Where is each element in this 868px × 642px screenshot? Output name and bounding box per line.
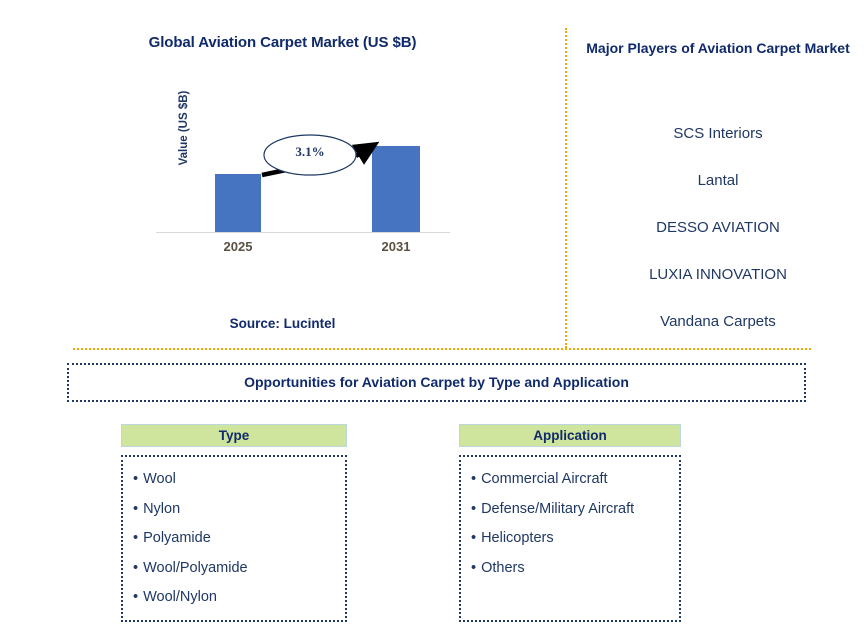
- opportunities-banner-text: Opportunities for Aviation Carpet by Typ…: [244, 374, 629, 390]
- bullet-icon: •: [471, 471, 477, 487]
- list-item-label: Wool: [143, 471, 176, 487]
- list-item: • Wool/Polyamide: [133, 554, 345, 584]
- list-item: • Polyamide: [133, 524, 345, 554]
- list-item: • Defense/Military Aircraft: [471, 495, 679, 525]
- type-list: • Wool • Nylon • Polyamide • Wool/Polyamide …: [133, 465, 345, 613]
- application-list: • Commercial Aircraft • Defense/Military A…: [471, 465, 679, 583]
- list-item-label: Commercial Aircraft: [481, 471, 608, 487]
- list-item: • Commercial Aircraft: [471, 465, 679, 495]
- x-tick-label-2025: 2025: [223, 239, 253, 254]
- bullet-icon: •: [133, 530, 139, 546]
- list-item-label: Nylon: [143, 500, 181, 517]
- list-item: Lantal: [697, 172, 739, 189]
- list-item: SCS Interiors: [673, 125, 763, 142]
- major-players-panel: Major Players of Aviation Carpet Market …: [568, 0, 868, 348]
- list-item-label: Polyamide: [143, 530, 211, 546]
- list-item-label: Wool/Polyamide: [143, 559, 248, 576]
- bar-chart-plot: Value (US $B) 3.1% 2025 2031: [150, 91, 450, 254]
- list-item: • Wool/Nylon: [133, 583, 345, 613]
- vertical-divider: [565, 28, 567, 348]
- source-label: Source: Lucintel: [229, 316, 336, 331]
- application-column-box: • Commercial Aircraft • Defense/Military A…: [459, 455, 681, 622]
- bullet-icon: •: [133, 589, 139, 605]
- list-item: • Others: [471, 554, 679, 584]
- cagr-connector: [261, 134, 380, 178]
- list-item-label: Defense/Military Aircraft: [481, 500, 635, 517]
- bullet-icon: •: [471, 500, 477, 517]
- list-item: LUXIA INNOVATION: [649, 266, 787, 283]
- bullet-icon: •: [133, 559, 139, 576]
- bullet-icon: •: [471, 559, 477, 576]
- bullet-icon: •: [133, 500, 139, 517]
- list-item-label: Others: [481, 559, 525, 576]
- major-players-list: SCS Interiors Lantal DESSO AVIATION LUXI…: [568, 110, 868, 345]
- bullet-icon: •: [471, 530, 477, 546]
- list-item-label: Helicopters: [481, 530, 554, 546]
- list-item-label: Wool/Nylon: [143, 589, 217, 605]
- x-tick-label-2031: 2031: [381, 239, 411, 254]
- list-item: • Nylon: [133, 495, 345, 525]
- cagr-value-label: 3.1%: [295, 144, 325, 159]
- type-column-header: Type: [121, 424, 347, 447]
- chart-panel: Global Aviation Carpet Market (US $B) Va…: [0, 0, 565, 348]
- bullet-icon: •: [133, 471, 139, 487]
- opportunities-banner: Opportunities for Aviation Carpet by Typ…: [67, 363, 806, 402]
- list-item: • Wool: [133, 465, 345, 495]
- bar-2025: [215, 174, 261, 232]
- list-item: • Helicopters: [471, 524, 679, 554]
- list-item: Vandana Carpets: [660, 313, 776, 330]
- application-column-header: Application: [459, 424, 681, 447]
- horizontal-divider: [73, 348, 811, 350]
- bar-2031: [372, 146, 420, 232]
- list-item: DESSO AVIATION: [656, 219, 780, 236]
- type-column-box: • Wool • Nylon • Polyamide • Wool/Polyamide …: [121, 455, 347, 622]
- x-axis-line: [156, 232, 450, 233]
- chart-title: Global Aviation Carpet Market (US $B): [148, 34, 417, 51]
- major-players-title: Major Players of Aviation Carpet Market: [586, 40, 850, 56]
